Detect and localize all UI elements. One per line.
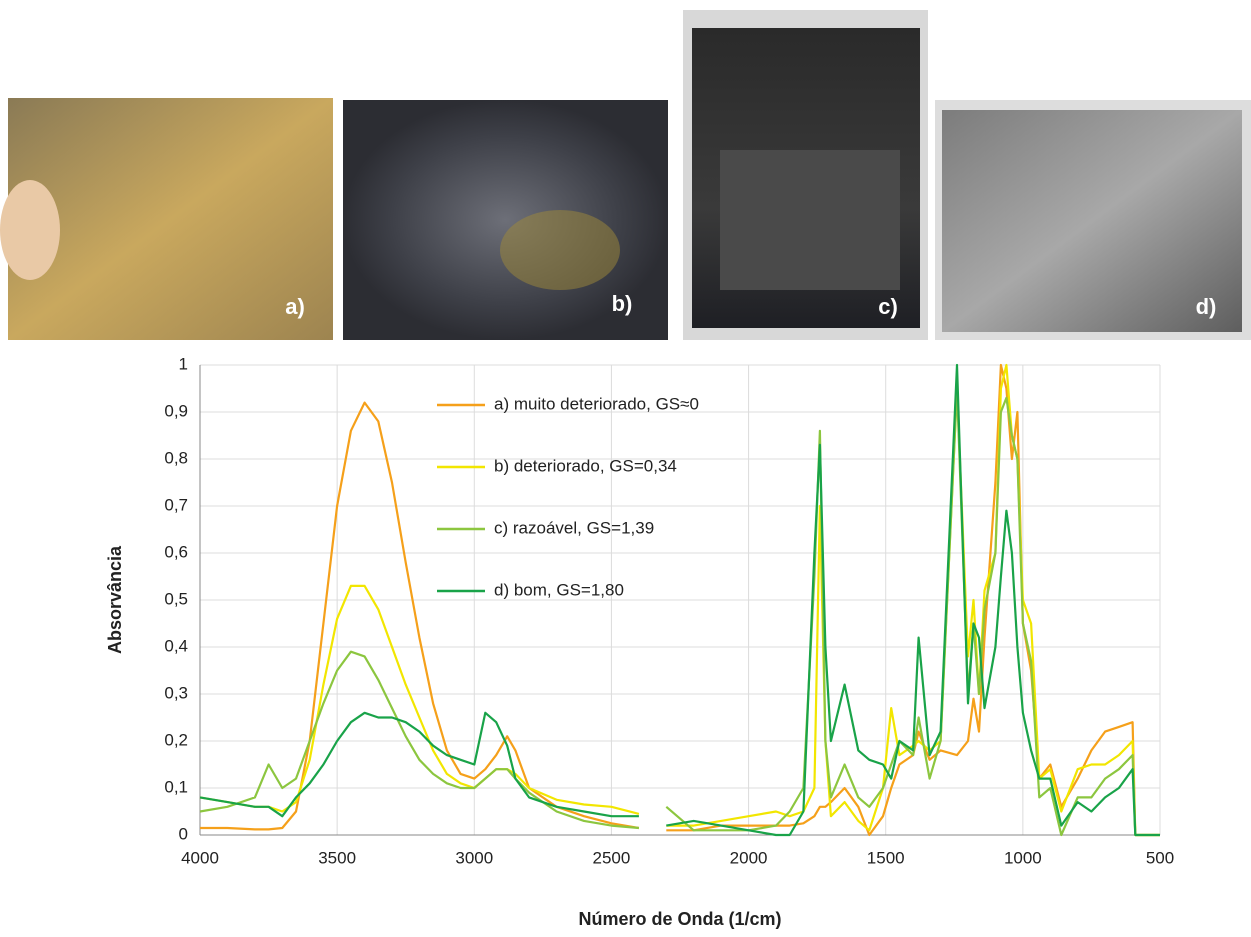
y-tick-label: 1 — [179, 354, 188, 373]
x-tick-label: 3500 — [318, 848, 356, 867]
legend-label: b) deteriorado, GS=0,34 — [494, 456, 677, 475]
panel-label: d) — [1196, 294, 1217, 319]
panel-label: c) — [878, 294, 898, 319]
y-tick-label: 0,9 — [164, 401, 188, 420]
series-line — [200, 363, 1160, 837]
photo-detail — [500, 210, 620, 290]
y-tick-label: 0,4 — [164, 636, 188, 655]
y-tick-label: 0,8 — [164, 448, 188, 467]
x-tick-label: 3000 — [455, 848, 493, 867]
y-axis-title: Absorvância — [105, 545, 125, 654]
photo-a — [8, 98, 333, 340]
photos — [0, 10, 1251, 340]
photo-d — [942, 110, 1242, 332]
y-tick-label: 0,2 — [164, 730, 188, 749]
photo-b — [343, 100, 668, 340]
y-tick-label: 0,1 — [164, 777, 188, 796]
x-tick-label: 500 — [1146, 848, 1174, 867]
x-axis-title: Número de Onda (1/cm) — [578, 909, 781, 929]
y-tick-label: 0,5 — [164, 589, 188, 608]
legend-label: c) razoável, GS=1,39 — [494, 518, 654, 537]
legend-label: a) muito deteriorado, GS≈0 — [494, 394, 699, 413]
photo-detail — [720, 150, 900, 290]
y-tick-label: 0 — [179, 824, 188, 843]
panel-label: a) — [285, 294, 305, 319]
y-tick-label: 0,3 — [164, 683, 188, 702]
panel-label: b) — [612, 291, 633, 316]
x-tick-label: 2500 — [593, 848, 631, 867]
x-tick-label: 2000 — [730, 848, 768, 867]
x-tick-label: 4000 — [181, 848, 219, 867]
legend-label: d) bom, GS=1,80 — [494, 580, 624, 599]
y-tick-label: 0,7 — [164, 495, 188, 514]
plot: 0 0,1 0,2 0,3 0,4 0,5 0,6 0,7 0,8 0,9 1 4000 3500 300… — [164, 354, 1174, 867]
x-tick-label: 1000 — [1004, 848, 1042, 867]
photo-detail — [0, 180, 60, 280]
y-tick-label: 0,6 — [164, 542, 188, 561]
series-line — [199, 363, 1160, 837]
x-tick-label: 1500 — [867, 848, 905, 867]
